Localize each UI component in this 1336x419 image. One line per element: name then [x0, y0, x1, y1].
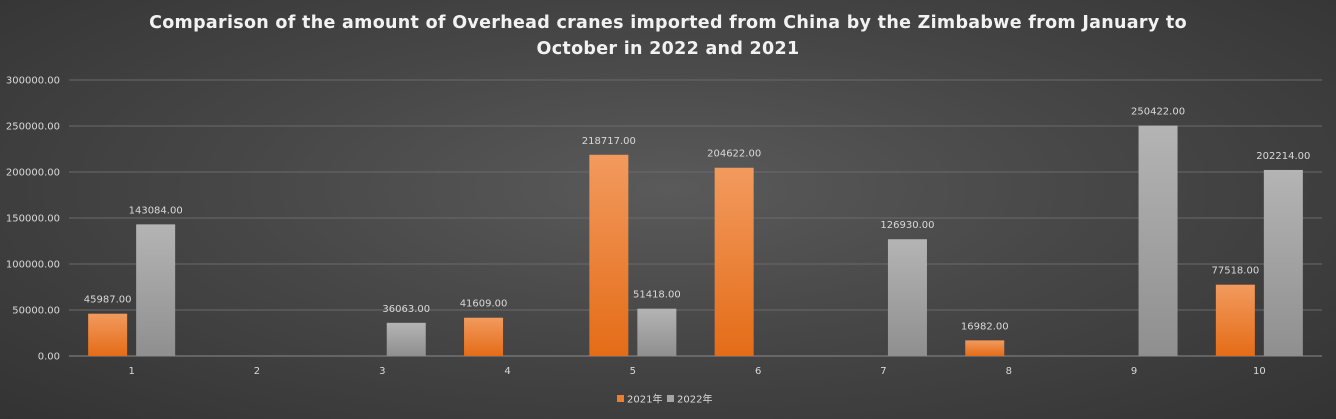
- data-label: 204622.00: [707, 149, 761, 160]
- x-tick-label: 2: [254, 366, 260, 377]
- x-tick-label: 6: [755, 366, 761, 377]
- data-label: 143084.00: [129, 205, 183, 216]
- y-tick-label: 200000.00: [6, 168, 60, 179]
- x-tick-label: 3: [379, 366, 385, 377]
- y-tick-label: 50000.00: [12, 306, 60, 317]
- bar-series-2: [1138, 125, 1178, 357]
- data-label: 202214.00: [1256, 151, 1310, 162]
- data-label: 126930.00: [880, 220, 934, 231]
- data-label: 250422.00: [1131, 107, 1185, 118]
- bar-series-1: [589, 154, 629, 356]
- bar-series-2: [887, 239, 927, 356]
- y-tick-label: 0.00: [38, 352, 60, 363]
- legend-label: 2022年: [677, 393, 712, 406]
- chart-title-line-1: Comparison of the amount of Overhead cra…: [149, 13, 1187, 33]
- y-tick-label: 150000.00: [6, 214, 60, 225]
- x-axis-tick-labels: 1 2 3 4 5 6 7 8 9 10: [128, 366, 1265, 377]
- x-tick-label: 1: [128, 366, 134, 377]
- x-tick-label: 8: [1006, 366, 1012, 377]
- x-tick-label: 5: [630, 366, 636, 377]
- y-tick-label: 250000.00: [6, 122, 60, 133]
- data-label: 36063.00: [382, 304, 430, 315]
- x-tick-label: 9: [1131, 366, 1137, 377]
- legend-swatch: [617, 395, 624, 402]
- data-label: 41609.00: [460, 299, 508, 310]
- bar-series-2: [386, 322, 426, 356]
- data-label: 218717.00: [582, 136, 636, 147]
- y-tick-label: 100000.00: [6, 260, 60, 271]
- bar-series-1: [714, 167, 754, 356]
- data-label: 77518.00: [1211, 266, 1259, 277]
- legend-swatch: [667, 395, 674, 402]
- y-axis-tick-labels: 0.00 50000.00 100000.00 150000.00 200000.00 2…: [6, 76, 60, 363]
- bar-series-1: [965, 340, 1005, 356]
- gridlines: [69, 79, 1322, 357]
- x-tick-label: 10: [1253, 366, 1266, 377]
- x-tick-label: 7: [880, 366, 886, 377]
- legend-label: 2021年: [627, 393, 662, 406]
- data-label: 45987.00: [84, 295, 132, 306]
- data-label: 51418.00: [633, 290, 681, 301]
- chart-title-line-2: October in 2022 and 2021: [536, 39, 800, 59]
- bar-series-1: [464, 317, 504, 356]
- data-label: 16982.00: [961, 321, 1009, 332]
- data-labels: 45987.00 41609.00 218717.00 204622.00 16982.…: [84, 107, 1311, 333]
- bar-series-2: [136, 224, 176, 356]
- bar-series-1: [1215, 284, 1255, 356]
- x-tick-label: 4: [504, 366, 510, 377]
- y-tick-label: 300000.00: [6, 76, 60, 87]
- bars: [88, 125, 1303, 357]
- bar-series-2: [637, 308, 677, 356]
- legend: 2021年 2022年: [617, 393, 712, 406]
- bar-series-2: [1263, 169, 1303, 356]
- chart-title: Comparison of the amount of Overhead cra…: [0, 10, 1336, 62]
- bar-series-1: [88, 313, 128, 356]
